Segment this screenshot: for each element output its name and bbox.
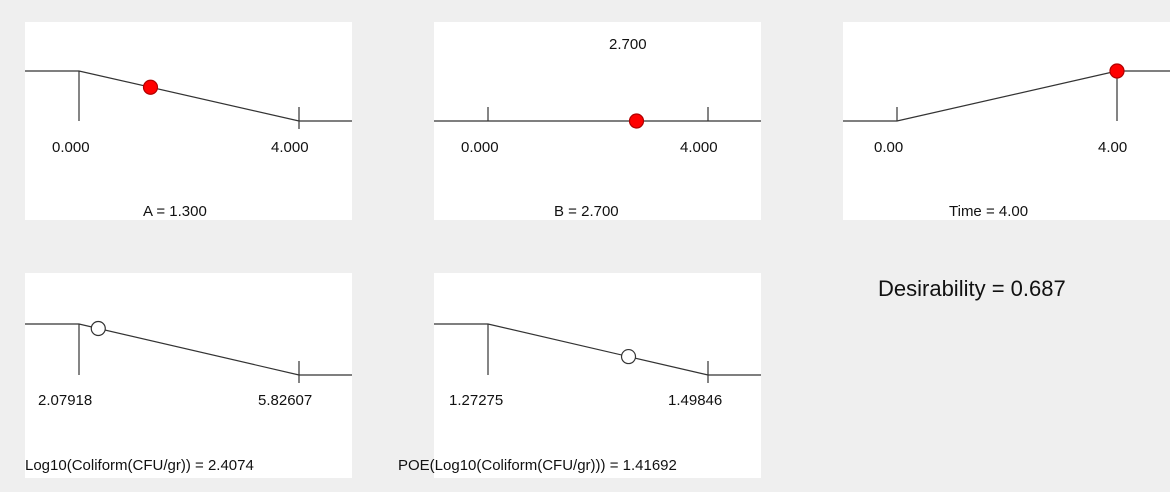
- ramp-panel-time: 0.00 4.00 Time = 4.00: [843, 22, 1170, 220]
- high-tick-label: 4.000: [271, 139, 309, 156]
- current-setting-marker: [1109, 63, 1125, 79]
- low-tick-label: 1.27275: [449, 392, 504, 409]
- ramp-plot-time: [843, 63, 1170, 122]
- factor-caption: A = 1.300: [143, 203, 207, 220]
- ramp-panel-log10-coliform: 2.07918 5.82607 Log10(Coliform(CFU/gr)) …: [25, 273, 352, 478]
- ramp-plot-b: [434, 107, 761, 129]
- high-tick-label: 1.49846: [668, 392, 723, 409]
- current-value-label: 2.700: [609, 36, 647, 53]
- factor-caption: B = 2.700: [554, 203, 619, 220]
- ramp-plot-poe: [434, 323, 761, 383]
- ramp-panel-a: 0.000 4.000 A = 1.300: [25, 22, 352, 220]
- response-caption: POE(Log10(Coliform(CFU/gr))) = 1.41692: [398, 457, 677, 474]
- current-setting-marker: [142, 79, 159, 95]
- high-tick-label: 5.82607: [258, 392, 313, 409]
- predicted-response-marker: [620, 348, 637, 365]
- predicted-response-marker: [90, 320, 106, 337]
- low-tick-label: 0.000: [461, 139, 499, 156]
- ramp-line: [25, 70, 352, 122]
- ramp-plot-a: [25, 70, 352, 129]
- high-tick-label: 4.00: [1098, 139, 1128, 156]
- ramp-line: [434, 323, 761, 376]
- ramp-panel-b: 2.700 0.000 4.000 B = 2.700: [434, 22, 761, 220]
- low-tick-label: 0.000: [52, 139, 90, 156]
- low-tick-label: 0.00: [874, 139, 904, 156]
- ramp-line: [25, 323, 352, 376]
- desirability-readout: Desirability = 0.687: [878, 276, 1066, 301]
- ramp-panel-poe: 1.27275 1.49846 POE(Log10(Coliform(CFU/g…: [398, 273, 761, 478]
- factor-caption: Time = 4.00: [949, 203, 1029, 220]
- high-tick-label: 4.000: [680, 139, 718, 156]
- low-tick-label: 2.07918: [38, 392, 93, 409]
- ramp-line: [843, 70, 1170, 122]
- current-setting-marker: [628, 113, 645, 129]
- response-caption: Log10(Coliform(CFU/gr)) = 2.4074: [25, 457, 254, 474]
- ramp-plot-log10-coliform: [25, 320, 352, 383]
